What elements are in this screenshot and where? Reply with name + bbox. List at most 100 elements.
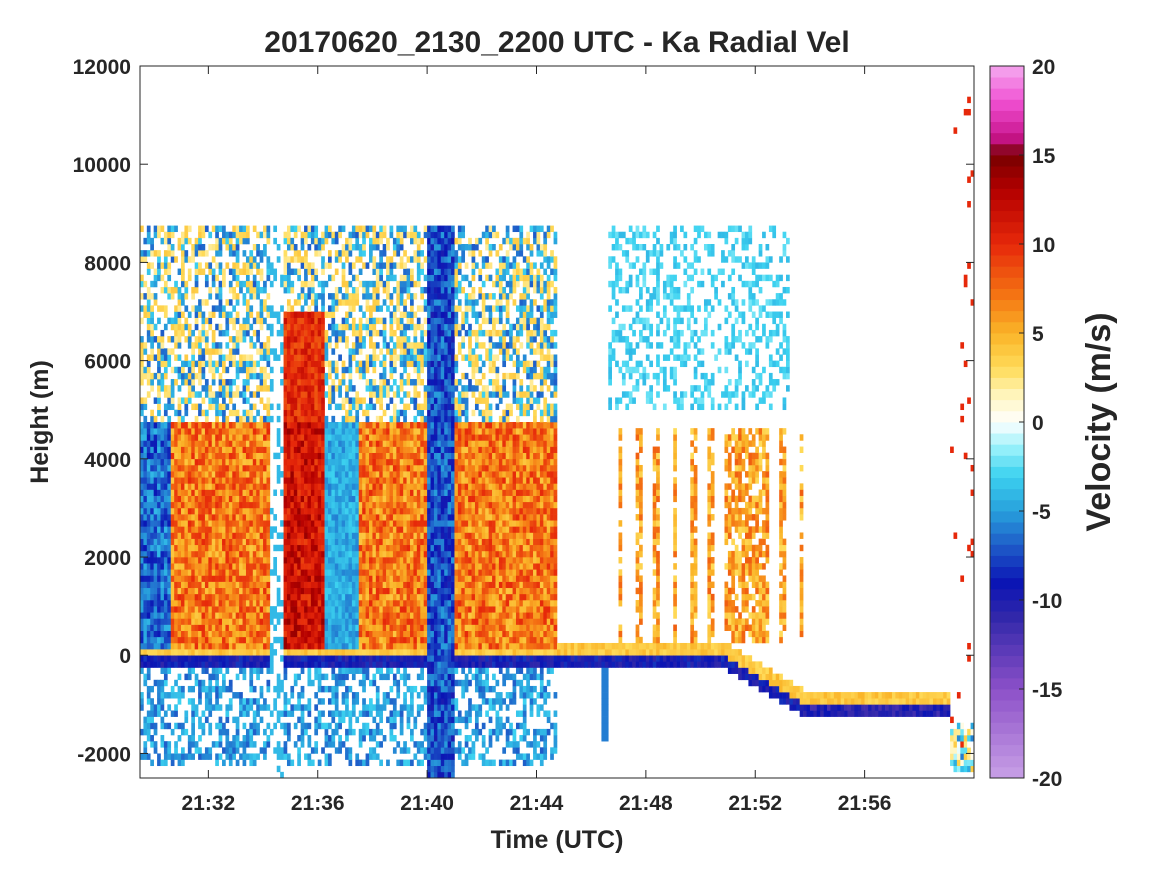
- heatmap-cell: [314, 336, 319, 343]
- heatmap-cell: [252, 612, 257, 619]
- heatmap-cell: [375, 428, 380, 435]
- heatmap-cell: [187, 514, 192, 521]
- heatmap-cell: [167, 618, 172, 625]
- heatmap-cell: [263, 379, 267, 386]
- heatmap-cell: [369, 520, 373, 527]
- heatmap-cell: [245, 434, 250, 441]
- heatmap-cell: [153, 422, 158, 429]
- heatmap-cell: [263, 501, 267, 509]
- heatmap-cell: [321, 329, 325, 337]
- heatmap-cell: [365, 642, 370, 650]
- heatmap-cell: [187, 385, 192, 392]
- heatmap-cell: [184, 231, 189, 239]
- heatmap-cell: [150, 262, 154, 269]
- heatmap-cell: [167, 477, 172, 484]
- heatmap-cell: [351, 624, 356, 631]
- heatmap-cell: [208, 704, 213, 711]
- heatmap-cell: [297, 385, 301, 392]
- heatmap-cell: [225, 563, 230, 570]
- heatmap-cell: [266, 642, 271, 650]
- heatmap-cell: [389, 446, 394, 453]
- heatmap-cell: [218, 495, 223, 503]
- heatmap-cell: [355, 434, 360, 441]
- heatmap-cell: [389, 642, 394, 650]
- heatmap-cell: [157, 704, 161, 711]
- heatmap-cell: [201, 569, 206, 576]
- heatmap-cell: [225, 244, 230, 251]
- heatmap-cell: [181, 372, 185, 380]
- heatmap-cell: [225, 618, 230, 625]
- heatmap-cell: [256, 360, 260, 368]
- heatmap-cell: [187, 575, 192, 582]
- heatmap-cell: [310, 489, 315, 496]
- heatmap-cell: [369, 532, 373, 539]
- heatmap-cell: [256, 544, 260, 552]
- heatmap-cell: [283, 728, 288, 736]
- heatmap-cell: [375, 741, 380, 748]
- heatmap-cell: [297, 225, 301, 233]
- heatmap-cell: [369, 550, 373, 558]
- heatmap-cell: [379, 415, 383, 423]
- heatmap-cell: [331, 489, 336, 496]
- heatmap-cell: [304, 532, 308, 539]
- heatmap-cell: [163, 563, 168, 570]
- heatmap-cell: [280, 679, 284, 687]
- heatmap-cell: [259, 581, 264, 589]
- heatmap-cell: [324, 237, 329, 245]
- heatmap-cell: [143, 679, 148, 687]
- heatmap-cell: [211, 244, 216, 251]
- heatmap-cell: [252, 526, 257, 533]
- heatmap-cell: [314, 612, 319, 619]
- heatmap-cell: [327, 600, 332, 607]
- heatmap-cell: [334, 231, 339, 239]
- heatmap-cell: [242, 458, 247, 466]
- heatmap-cell: [228, 452, 233, 460]
- heatmap-cell: [273, 348, 278, 355]
- heatmap-cell: [252, 286, 257, 294]
- heatmap-cell: [225, 501, 230, 509]
- heatmap-cell: [225, 311, 230, 318]
- heatmap-cell: [187, 225, 192, 233]
- heatmap-cell: [266, 501, 271, 509]
- heatmap-cell: [211, 256, 216, 263]
- heatmap-cell: [146, 422, 151, 429]
- heatmap-cell: [157, 679, 161, 687]
- heatmap-cell: [239, 323, 243, 331]
- heatmap-cell: [286, 280, 291, 288]
- heatmap-cell: [290, 550, 295, 558]
- heatmap-cell: [259, 299, 264, 306]
- heatmap-cell: [242, 557, 247, 564]
- heatmap-cell: [218, 618, 223, 625]
- heatmap-cell: [181, 581, 185, 589]
- heatmap-cell: [191, 501, 195, 509]
- heatmap-cell: [249, 256, 254, 263]
- heatmap-cell: [198, 575, 202, 582]
- heatmap-cell: [157, 458, 161, 466]
- heatmap-cell: [191, 575, 195, 582]
- heatmap-cell: [392, 538, 397, 546]
- heatmap-cell: [334, 673, 339, 681]
- heatmap-cell: [348, 471, 353, 478]
- heatmap-cell: [167, 489, 172, 496]
- heatmap-cell: [160, 464, 165, 472]
- heatmap-cell: [167, 237, 172, 245]
- heatmap-cell: [153, 280, 158, 288]
- heatmap-cell: [396, 661, 401, 668]
- heatmap-cell: [297, 360, 301, 368]
- heatmap-cell: [345, 557, 349, 564]
- heatmap-cell: [215, 587, 219, 595]
- heatmap-cell: [208, 747, 213, 754]
- heatmap-cell: [283, 514, 288, 521]
- heatmap-cell: [283, 624, 288, 631]
- heatmap-cell: [218, 575, 223, 582]
- heatmap-cell: [167, 630, 172, 638]
- heatmap-cell: [345, 642, 349, 650]
- heatmap-cell: [215, 593, 219, 601]
- heatmap-cell: [242, 520, 247, 527]
- heatmap-cell: [256, 593, 260, 601]
- heatmap-cell: [211, 483, 216, 490]
- heatmap-cell: [218, 692, 223, 699]
- heatmap-cell: [304, 722, 308, 730]
- heatmap-cell: [386, 452, 390, 460]
- heatmap-cell: [273, 722, 278, 730]
